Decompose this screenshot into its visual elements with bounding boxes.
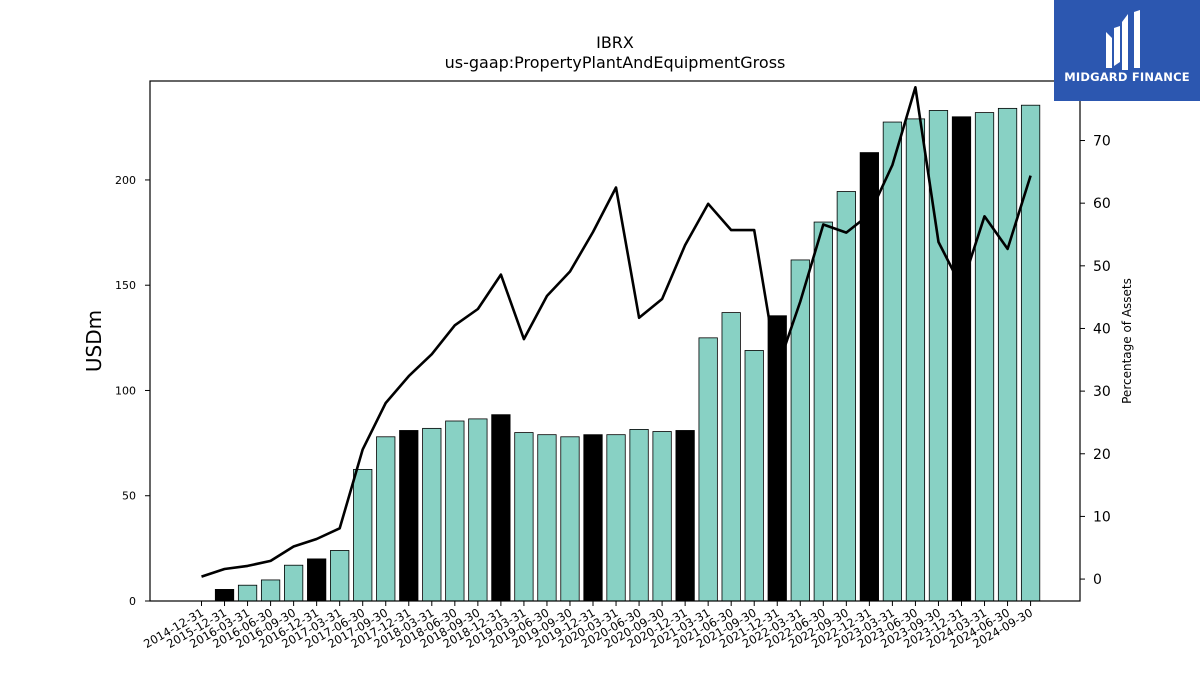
bar xyxy=(928,110,949,602)
y-right-tick-label: 0 xyxy=(1093,572,1102,588)
bar xyxy=(445,420,465,602)
bar-series xyxy=(214,104,1041,602)
y-right-tick-label: 70 xyxy=(1093,134,1111,150)
bar xyxy=(399,430,419,602)
bar xyxy=(214,589,235,602)
plot-frame xyxy=(149,80,1081,602)
y-axis-right-label: Percentage of Assets xyxy=(1120,278,1134,404)
axes: 0501001502000102030405060702014-12-31201… xyxy=(115,80,1111,651)
bar xyxy=(629,429,649,602)
y-right-tick-label: 60 xyxy=(1093,196,1111,212)
y-tick-label: 0 xyxy=(129,595,136,608)
bar xyxy=(974,112,995,602)
y-tick-label: 50 xyxy=(122,490,136,503)
chart-title: IBRX xyxy=(596,33,634,52)
bar xyxy=(537,434,557,602)
bar xyxy=(744,350,764,602)
bar xyxy=(813,221,833,602)
bar xyxy=(951,116,972,602)
brand-name: MIDGARD FINANCE xyxy=(1064,70,1190,84)
bar xyxy=(237,584,258,602)
bar xyxy=(882,121,903,602)
bar xyxy=(284,564,304,602)
bar xyxy=(997,107,1018,602)
bar xyxy=(790,259,810,602)
bar xyxy=(721,312,741,602)
y-tick-label: 150 xyxy=(115,279,136,292)
bar xyxy=(767,315,787,602)
bar xyxy=(560,436,580,602)
bar xyxy=(330,550,350,602)
bar xyxy=(606,434,626,602)
y-right-tick-label: 40 xyxy=(1093,321,1111,337)
line-series xyxy=(201,86,1032,578)
bar xyxy=(514,432,534,602)
y-tick-label: 200 xyxy=(115,174,136,187)
y-right-tick-label: 10 xyxy=(1093,509,1111,525)
bar xyxy=(491,414,511,602)
bar xyxy=(905,118,926,602)
bar xyxy=(260,579,281,602)
bar xyxy=(353,469,373,602)
brand-logo: MIDGARD FINANCE xyxy=(1054,0,1200,101)
bar xyxy=(376,436,396,602)
y-right-tick-label: 30 xyxy=(1093,384,1111,400)
bar xyxy=(698,337,718,602)
bar xyxy=(583,434,603,602)
bar xyxy=(652,431,672,602)
bar xyxy=(422,427,442,602)
logo-mark-icon xyxy=(1106,10,1140,70)
y-tick-label: 100 xyxy=(115,384,136,397)
percentage-line xyxy=(201,86,1032,578)
y-axis-label: USDm xyxy=(82,310,106,372)
bar xyxy=(468,418,488,602)
chart-subtitle: us-gaap:PropertyPlantAndEquipmentGross xyxy=(445,53,786,72)
bar xyxy=(675,430,695,602)
y-right-tick-label: 20 xyxy=(1093,447,1111,463)
y-right-tick-label: 50 xyxy=(1093,259,1111,275)
bar xyxy=(307,558,327,602)
bar xyxy=(836,191,856,602)
